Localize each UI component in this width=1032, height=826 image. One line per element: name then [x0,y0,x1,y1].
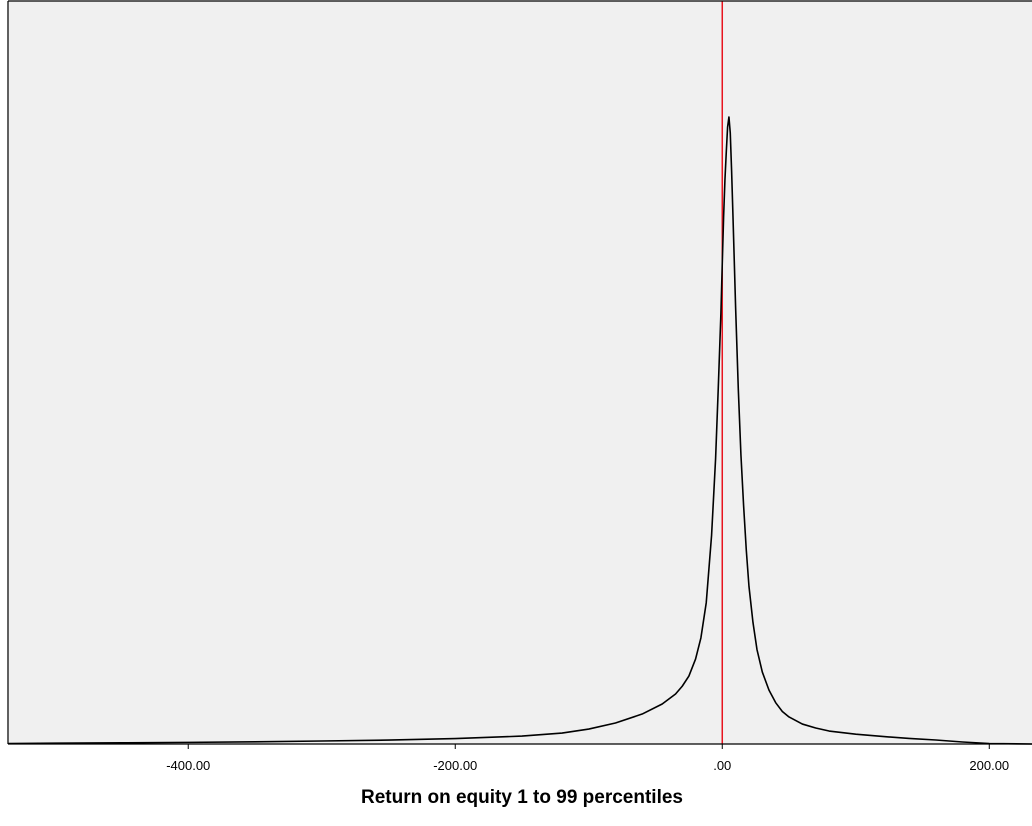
plot-area [7,1,1032,744]
x-tick-label: -400.00 [166,758,210,773]
x-tick-label: .00 [713,758,731,773]
x-axis-title: Return on equity 1 to 99 percentiles [361,787,683,808]
x-tick-label: -200.00 [433,758,477,773]
density-curve [7,116,1032,745]
x-tick-label: 200.00 [969,758,1009,773]
x-axis-ticks: -400.00 -200.00 .00 200.00 [166,744,1009,773]
